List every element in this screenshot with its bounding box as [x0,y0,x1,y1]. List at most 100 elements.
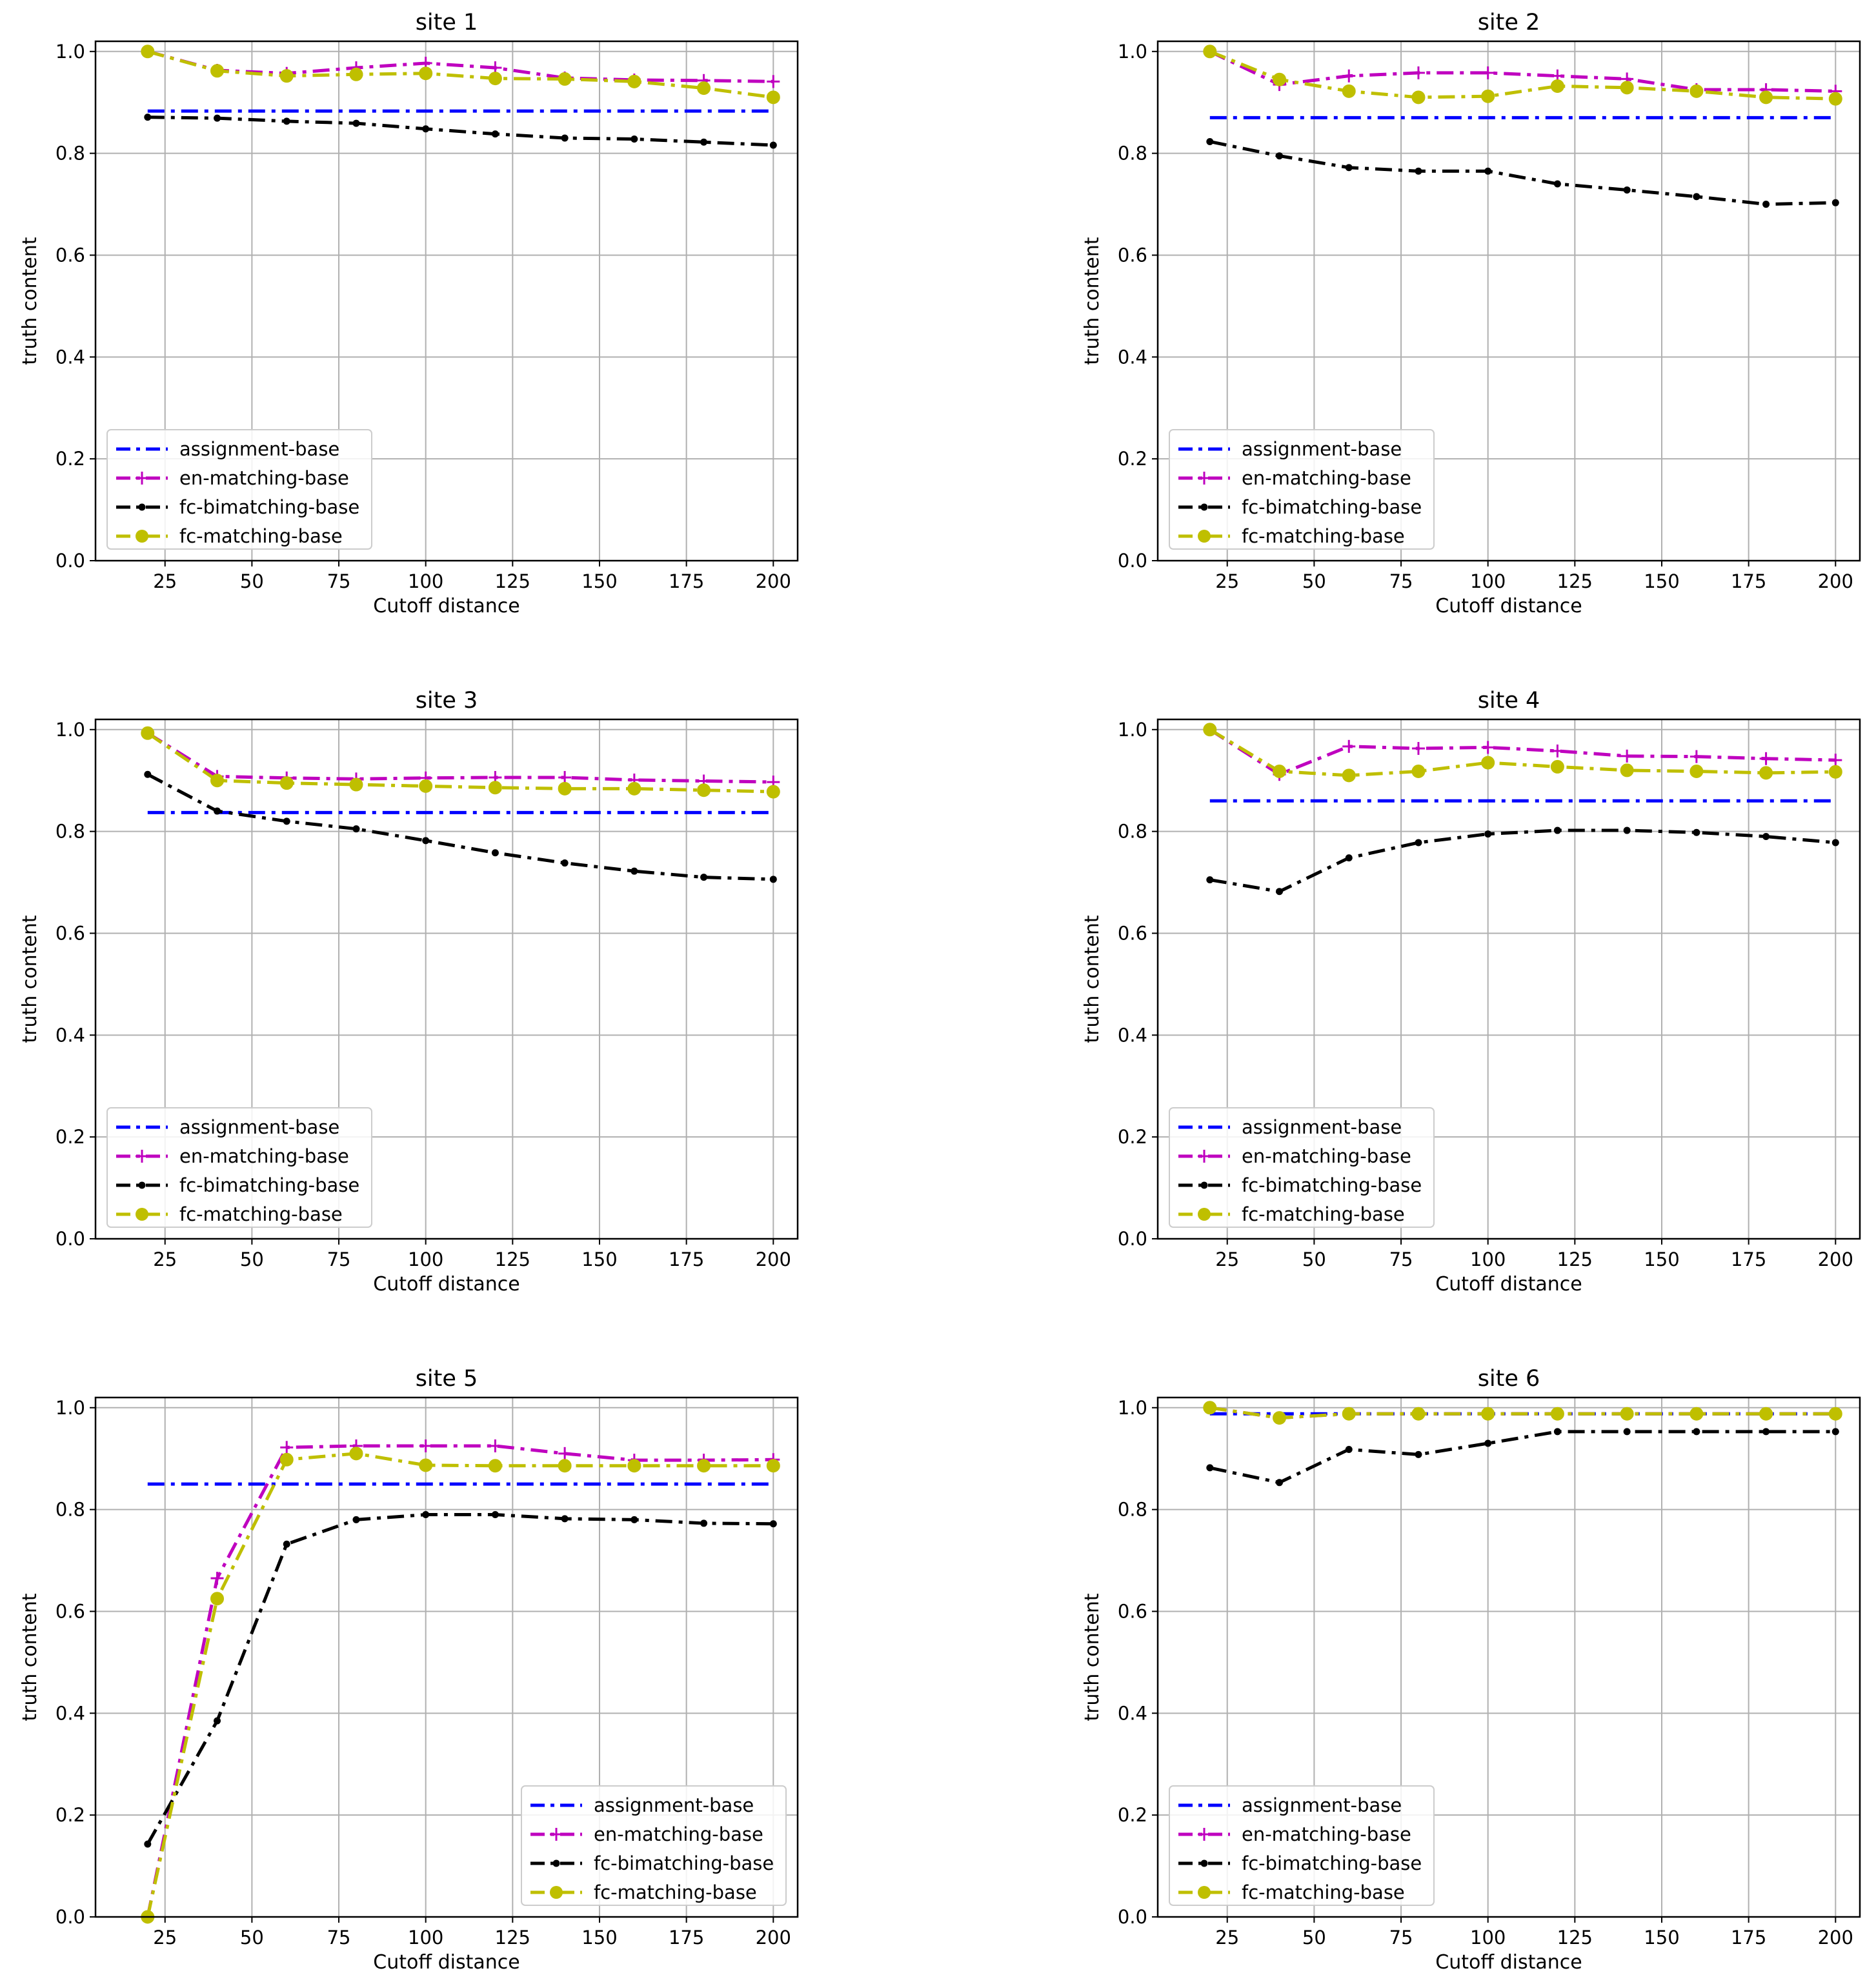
x-tick-label: 75 [327,570,351,592]
data-point [1551,744,1564,757]
data-point [1553,180,1561,188]
data-point [769,876,777,883]
x-tick-label: 100 [1470,570,1506,592]
series-line-fc-bimatching-base [1209,140,1836,206]
x-axis-label: Cutoff distance [373,1273,519,1296]
legend-entry-assignment-base: assignment-base [116,438,339,460]
data-point [630,135,638,143]
data-point [1620,81,1634,95]
legend-label: fc-bimatching-base [179,1174,359,1196]
data-point [697,1459,711,1473]
plot-frame [94,718,799,1240]
series-fc-bimatching-base [1206,137,1839,208]
legend-entry-assignment-base: assignment-base [1178,1116,1402,1138]
y-tick-label: 0.4 [1118,1024,1147,1046]
legend-label: fc-matching-base [179,525,343,547]
data-point [700,874,708,881]
data-point [419,66,433,81]
y-axis-label: truth content [19,1593,41,1721]
data-point [1481,756,1495,770]
legend-entry-en-matching-base: en-matching-base [1178,467,1411,489]
data-point [1831,1428,1839,1436]
legend-box [1169,1107,1435,1228]
y-tick-label: 0.0 [1118,1906,1147,1928]
x-tick-label: 25 [153,1927,177,1949]
data-point [1762,1428,1770,1436]
legend-label: en-matching-base [1242,1145,1411,1167]
data-point [144,1840,152,1848]
data-point [1759,766,1773,780]
x-tick-label: 50 [1302,1927,1326,1949]
data-point [283,117,290,125]
chart-title: site 6 [1478,1366,1540,1392]
data-point [769,1520,777,1528]
legend-entry-en-matching-base: en-matching-base [116,467,349,489]
data-point [349,1447,363,1461]
legend-entry-assignment-base: assignment-base [1178,438,1402,460]
data-point [352,1516,360,1523]
legend-marker [138,503,146,511]
data-point [1345,1446,1353,1453]
data-point [1553,1428,1561,1436]
data-point [1689,750,1703,763]
series-line-fc-matching-base [1209,1406,1836,1420]
series-line-fc-matching-base [146,1452,774,1918]
y-tick-label: 0.6 [1118,1600,1147,1622]
data-point [488,1459,502,1473]
legend: assignment-base en-matching-base fc-bimatc… [106,1107,372,1228]
y-tick-label: 0.8 [55,143,85,165]
y-tick-label: 1.0 [55,719,85,741]
x-tick-label: 100 [408,1927,443,1949]
legend-entry-fc-bimatching-base: fc-bimatching-base [530,1852,774,1874]
legend-box [1169,1785,1435,1906]
series-line-en-matching-base [1209,728,1836,776]
series-fc-bimatching-base [144,114,777,149]
legend-label: en-matching-base [594,1823,763,1845]
data-point [766,1459,780,1473]
x-tick-label: 75 [1389,1927,1413,1949]
y-tick-label: 0.8 [55,821,85,843]
chart-title: site 5 [416,1366,478,1392]
data-point [491,1511,499,1519]
legend-label: fc-matching-base [1242,1881,1405,1903]
y-axis-label: truth content [1081,915,1104,1043]
legend: assignment-base en-matching-base fc-bimatc… [1169,1107,1435,1228]
x-tick-label: 25 [153,570,177,592]
legend: assignment-base en-matching-base fc-bimatc… [521,1785,787,1906]
x-tick-label: 175 [669,1248,704,1270]
chart-title: site 3 [416,688,478,714]
x-tick-label: 200 [756,570,791,592]
legend-entry-fc-matching-base: fc-matching-base [1178,1203,1405,1225]
y-tick-label: 0.0 [55,550,85,572]
data-point [141,726,155,740]
y-tick-label: 0.8 [1118,821,1147,843]
series-fc-matching-base [141,726,780,799]
data-point [1273,1411,1287,1425]
data-point [1345,854,1353,862]
x-tick-label: 200 [756,1927,791,1949]
x-axis-label: Cutoff distance [1435,1273,1582,1296]
legend-marker [1198,1886,1211,1899]
data-point [1276,1479,1284,1487]
y-tick-label: 0.0 [55,1228,85,1250]
y-axis-label: truth content [1081,1593,1104,1721]
legend-box [521,1785,787,1906]
data-point [1759,90,1773,105]
y-tick-label: 0.2 [55,1126,85,1148]
data-point [558,1459,572,1473]
data-point [561,134,569,142]
data-point [1759,1407,1773,1421]
y-axis-label: truth content [19,237,41,365]
panel-site-3: 25 50 75 100 125 150 175 200 0.0 0.2 0.4 0.6 0.8 1.0 C… [19,688,799,1296]
y-tick-label: 0.8 [1118,143,1147,165]
x-tick-label: 50 [1302,1248,1326,1270]
data-point [1481,1407,1495,1421]
series-line-en-matching-base [146,732,774,784]
x-tick-label: 125 [1557,1248,1593,1270]
data-point [561,859,569,867]
legend-entry-fc-matching-base: fc-matching-base [1178,1881,1405,1903]
x-tick-label: 150 [1644,1248,1679,1270]
series-line-fc-matching-base [1209,728,1836,777]
x-tick-label: 125 [495,1927,530,1949]
legend-label: en-matching-base [179,467,349,489]
